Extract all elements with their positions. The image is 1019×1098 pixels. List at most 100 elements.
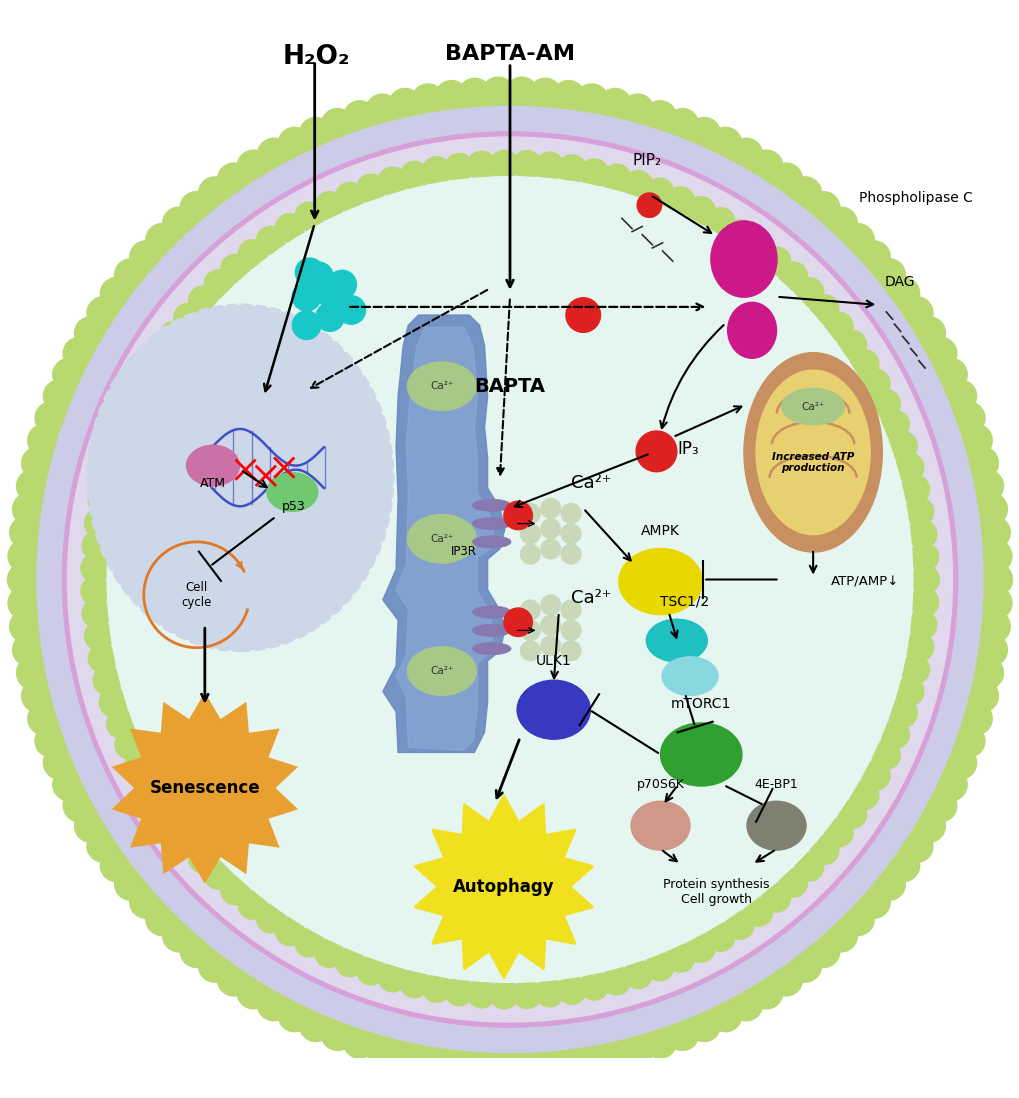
Circle shape [21,447,54,480]
Circle shape [378,167,407,195]
Circle shape [482,77,514,110]
Circle shape [74,809,107,842]
Circle shape [621,1032,653,1065]
Circle shape [217,164,250,195]
Circle shape [978,540,1011,572]
Circle shape [645,178,674,206]
Circle shape [160,809,189,838]
Circle shape [435,80,467,113]
Circle shape [908,520,935,549]
Circle shape [540,595,560,615]
Circle shape [160,322,189,350]
Circle shape [44,380,75,413]
Circle shape [909,587,937,616]
Circle shape [910,565,938,594]
Circle shape [12,634,45,666]
Circle shape [237,150,269,182]
Circle shape [887,278,919,310]
Circle shape [62,132,957,1027]
Circle shape [52,122,967,1038]
Circle shape [87,296,119,329]
Text: Ca²⁺: Ca²⁺ [430,666,453,676]
Circle shape [238,239,267,268]
Circle shape [99,442,127,471]
Circle shape [520,640,540,661]
Circle shape [824,919,857,952]
Circle shape [598,1038,631,1071]
Circle shape [872,259,905,291]
Circle shape [8,540,41,572]
Circle shape [221,255,249,283]
Circle shape [199,177,231,210]
Circle shape [944,380,975,413]
Circle shape [857,240,890,273]
Circle shape [459,1049,490,1080]
Circle shape [28,703,60,735]
Circle shape [180,192,213,224]
Circle shape [540,636,560,656]
Circle shape [838,330,866,359]
Circle shape [726,910,753,939]
Circle shape [841,903,873,935]
Circle shape [327,270,356,299]
Text: Senescence: Senescence [150,780,260,797]
Circle shape [904,634,932,661]
Circle shape [959,424,991,457]
Circle shape [292,282,321,311]
Circle shape [335,949,364,976]
Circle shape [977,516,1009,549]
Circle shape [53,358,86,391]
Circle shape [624,170,652,199]
Text: Ca²⁺: Ca²⁺ [430,381,453,391]
Circle shape [580,159,608,188]
Circle shape [520,600,540,620]
Circle shape [16,470,49,503]
Circle shape [788,177,820,210]
Circle shape [645,952,674,981]
Circle shape [888,432,916,460]
Text: Ca²⁺: Ca²⁺ [430,534,453,544]
Circle shape [129,886,162,918]
Circle shape [115,400,144,428]
Circle shape [900,475,928,504]
Circle shape [81,576,109,605]
Circle shape [147,340,175,369]
Circle shape [316,303,343,332]
Circle shape [744,233,772,261]
Circle shape [686,197,714,225]
Ellipse shape [661,657,717,695]
Circle shape [114,259,147,291]
Circle shape [12,493,45,526]
Circle shape [643,1026,676,1058]
Circle shape [900,296,932,329]
Text: Cell
cycle: Cell cycle [181,581,212,608]
Circle shape [100,849,132,882]
Circle shape [37,107,982,1053]
Circle shape [217,963,250,996]
Text: mTORC1: mTORC1 [671,696,731,710]
Circle shape [482,1050,514,1082]
Circle shape [761,247,790,276]
Text: TSC1/2: TSC1/2 [659,595,709,609]
Circle shape [959,703,991,735]
Circle shape [10,610,42,642]
Circle shape [63,337,96,370]
Circle shape [560,503,581,524]
Circle shape [292,311,321,339]
Circle shape [74,316,107,349]
Circle shape [412,83,444,116]
Circle shape [124,751,153,780]
Circle shape [343,101,376,133]
Circle shape [769,963,802,996]
Circle shape [489,150,518,179]
Circle shape [580,972,608,1000]
Circle shape [560,524,581,544]
Circle shape [199,950,231,982]
Circle shape [806,934,839,967]
Circle shape [965,680,998,713]
Circle shape [665,943,694,972]
Ellipse shape [407,647,476,695]
Circle shape [744,898,772,926]
Text: PIP₂: PIP₂ [632,153,660,168]
Circle shape [162,208,195,239]
